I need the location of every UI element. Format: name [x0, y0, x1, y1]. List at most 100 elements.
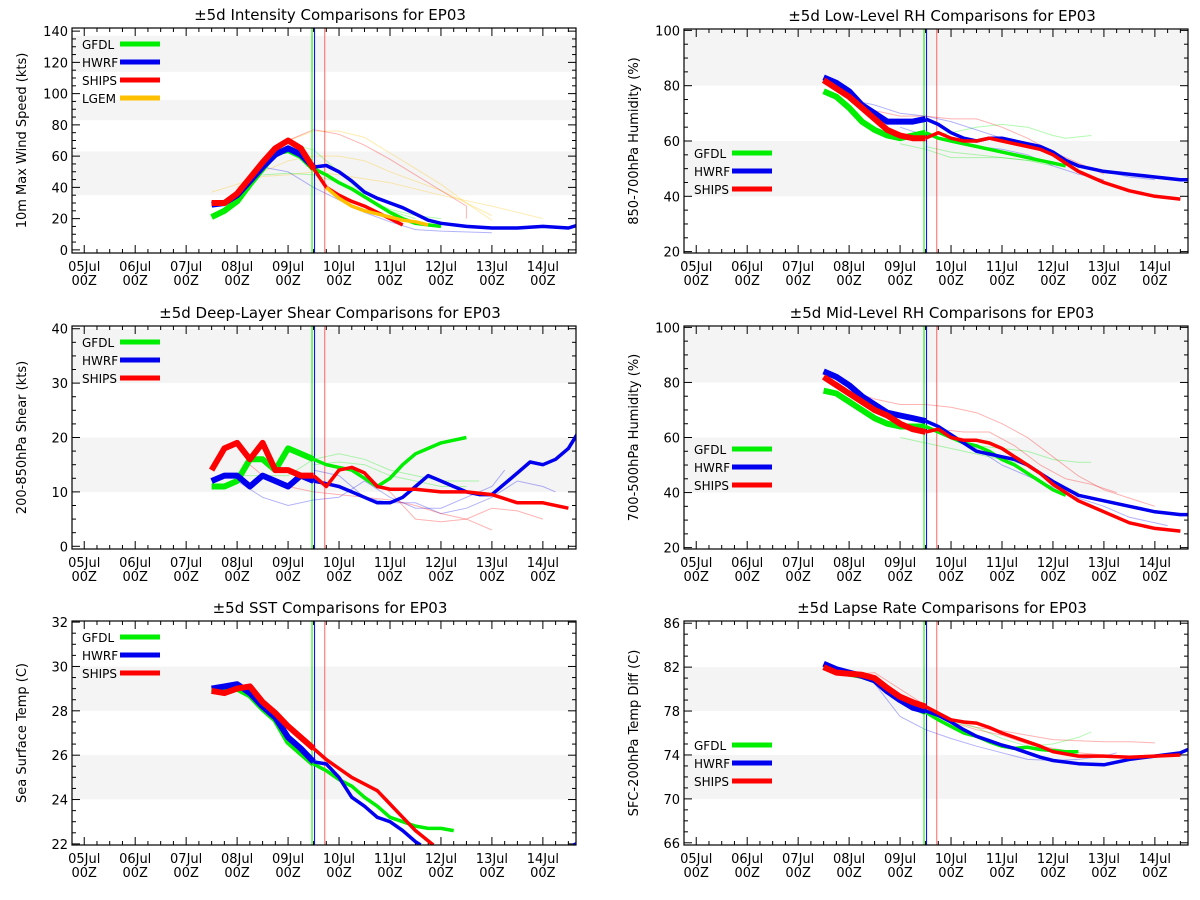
x-tick-label-hour: 00Z [938, 866, 964, 881]
chart-panel-sst: ±5d SST Comparisons for EP03 Sea Surface … [15, 599, 577, 881]
legend-label-hwrf: HWRF [694, 165, 730, 179]
plot-frame [71, 27, 577, 254]
y-tick-label: 70 [663, 793, 680, 808]
shaded-band [684, 667, 1188, 712]
series-hwrf-analysis [210, 472, 315, 490]
legend-label-ships: SHIPS [694, 183, 729, 197]
legend-label-hwrf: HWRF [82, 649, 118, 663]
chart-panel-shear: ±5d Deep-Layer Shear Comparisons for EP0… [15, 304, 577, 585]
x-tick-label-hour: 00Z [275, 570, 301, 585]
series-hwrf-forecast [313, 432, 576, 505]
x-tick-label-hour: 00Z [734, 866, 760, 881]
series-ships-forecast [924, 130, 1181, 201]
y-tick-label: 100 [43, 88, 68, 103]
x-tick-label-date: 10Jul [935, 260, 967, 275]
x-tick-label-hour: 00Z [989, 274, 1015, 289]
x-tick-label-date: 13Jul [1088, 260, 1120, 275]
x-tick-label-date: 11Jul [374, 260, 406, 275]
plot-frame [683, 28, 1189, 254]
plot-area [211, 621, 576, 845]
x-tick-label-date: 10Jul [323, 260, 355, 275]
x-tick-label-date: 11Jul [374, 556, 406, 571]
x-tick-label-date: 06Jul [731, 260, 763, 275]
x-tick-label-date: 14Jul [527, 852, 559, 867]
y-tick-label: 20 [663, 542, 680, 557]
x-tick-label-hour: 00Z [428, 866, 454, 881]
x-tick-label-date: 12Jul [425, 556, 457, 571]
x-tick-label-date: 14Jul [1139, 556, 1171, 571]
x-tick-label-hour: 00Z [479, 274, 505, 289]
plot-area [822, 621, 1188, 845]
x-tick-label-hour: 00Z [684, 570, 710, 585]
series-hwrf-analysis [822, 74, 927, 125]
y-tick-label: 26 [51, 749, 68, 764]
x-tick-label-hour: 00Z [887, 866, 913, 881]
x-tick-label-hour: 00Z [428, 274, 454, 289]
ghost-forecast-line [848, 390, 1156, 507]
x-tick-label-hour: 00Z [530, 274, 556, 289]
ghost-forecast-line [236, 155, 493, 216]
y-tick-label: 20 [663, 246, 680, 261]
ghost-forecast-line [925, 123, 1092, 139]
x-tick-label-date: 08Jul [221, 556, 253, 571]
chart-title: ±5d Intensity Comparisons for EP03 [194, 6, 466, 24]
x-tick-label-hour: 00Z [938, 570, 964, 585]
y-tick-label: 40 [51, 323, 68, 338]
x-tick-label-date: 07Jul [170, 556, 202, 571]
x-tick-label-date: 09Jul [884, 260, 916, 275]
legend-label-hwrf: HWRF [694, 757, 730, 771]
y-tick-label: 60 [51, 150, 68, 165]
x-tick-label-hour: 00Z [1091, 570, 1117, 585]
x-tick-label-hour: 00Z [938, 274, 964, 289]
series-ships-analysis [822, 664, 927, 710]
ghost-forecast-line [925, 146, 1054, 167]
x-tick-label-hour: 00Z [275, 866, 301, 881]
x-tick-label-hour: 00Z [122, 274, 148, 289]
legend: GFDL HWRF SHIPS [694, 443, 772, 493]
shaded-band [72, 328, 576, 384]
series-hwrf-forecast [313, 760, 422, 845]
x-tick-label-hour: 00Z [479, 866, 505, 881]
y-axis-label: SFC-200hPa Temp Diff (C) [627, 650, 642, 817]
plot-area [821, 326, 1188, 549]
series-ships-analysis [821, 77, 926, 142]
legend: GFDL HWRF SHIPS [694, 147, 772, 197]
legend-label-gfdl: GFDL [82, 631, 114, 645]
x-tick-label-hour: 00Z [836, 570, 862, 585]
x-tick-label-date: 12Jul [1037, 260, 1069, 275]
y-tick-label: 28 [51, 705, 68, 720]
x-tick-label-date: 07Jul [782, 260, 814, 275]
chart-title: ±5d Deep-Layer Shear Comparisons for EP0… [159, 304, 501, 322]
legend-label-lgem: LGEM [82, 92, 116, 106]
plot-frame [683, 620, 1189, 846]
series-ships-forecast [312, 465, 569, 510]
x-tick-label-date: 13Jul [1088, 556, 1120, 571]
y-tick-label: 24 [51, 794, 68, 809]
y-tick-label: 80 [51, 119, 68, 134]
series-hwrf-analysis [822, 368, 927, 424]
x-tick-label-hour: 00Z [734, 274, 760, 289]
y-tick-label: 140 [43, 25, 68, 40]
x-tick-label-date: 06Jul [119, 852, 151, 867]
series-ships-analysis [821, 374, 927, 435]
y-tick-label: 100 [655, 321, 680, 336]
y-tick-label: 30 [51, 377, 68, 392]
legend-label-ships: SHIPS [82, 372, 117, 386]
x-tick-label-hour: 00Z [428, 570, 454, 585]
x-tick-label-date: 05Jul [68, 852, 100, 867]
plot-frame [71, 620, 577, 846]
ghost-forecast-line [874, 683, 1117, 762]
ghost-forecast-line [236, 469, 506, 509]
x-tick-label-hour: 00Z [1142, 866, 1168, 881]
y-tick-label: 80 [663, 80, 680, 95]
y-axis-label: 700-500hPa Humidity (%) [627, 354, 642, 521]
chart-title: ±5d Mid-Level RH Comparisons for EP03 [790, 304, 1095, 322]
x-tick-label-date: 13Jul [1088, 852, 1120, 867]
x-tick-label-hour: 00Z [173, 866, 199, 881]
series-ships-forecast [924, 705, 1181, 759]
y-tick-label: 32 [51, 616, 68, 631]
x-tick-label-date: 13Jul [476, 556, 508, 571]
x-tick-label-date: 09Jul [272, 260, 304, 275]
legend-label-gfdl: GFDL [82, 336, 114, 350]
